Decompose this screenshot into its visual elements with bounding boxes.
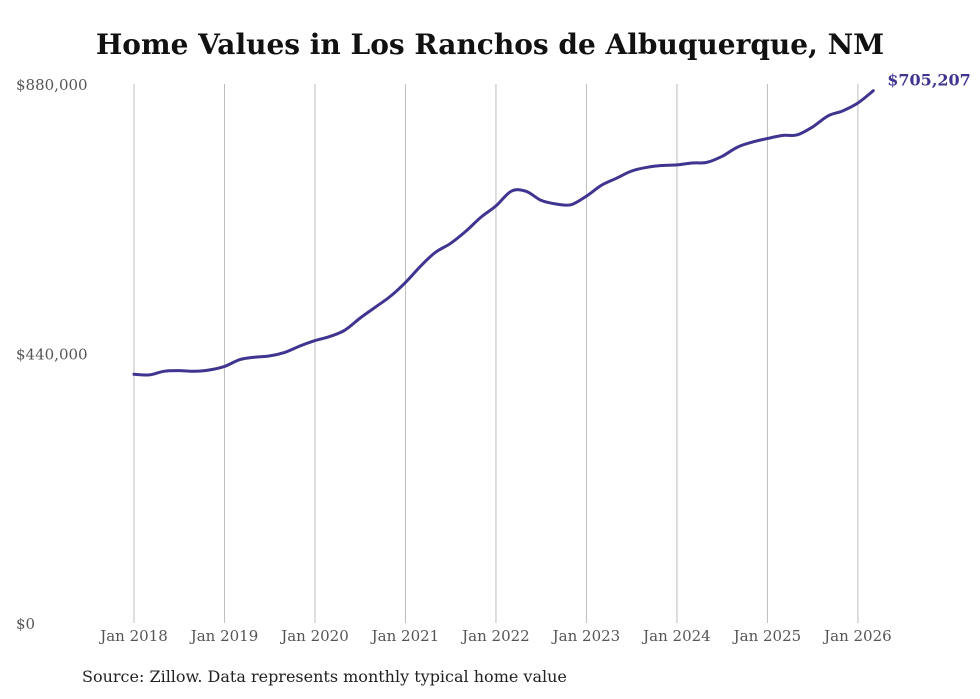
y-tick-label: $0 — [16, 615, 35, 633]
y-axis-ticks: $0 $440,000 $880,000 — [16, 76, 88, 633]
x-tick-label: Jan 2025 — [732, 627, 802, 645]
y-tick-label: $440,000 — [16, 346, 88, 364]
series-line — [132, 89, 875, 377]
end-value-label: $705,207 — [887, 71, 971, 90]
chart-title: Home Values in Los Ranchos de Albuquerqu… — [95, 28, 885, 61]
x-tick-label: Jan 2024 — [641, 627, 711, 645]
x-tick-label: Jan 2021 — [370, 627, 440, 645]
x-tick-label: Jan 2018 — [98, 627, 168, 645]
x-tick-label: Jan 2023 — [551, 627, 621, 645]
x-tick-label: Jan 2019 — [189, 627, 259, 645]
x-tick-label: Jan 2020 — [279, 627, 349, 645]
source-note: Source: Zillow. Data represents monthly … — [82, 667, 567, 686]
y-tick-label: $880,000 — [16, 76, 88, 94]
series-lines — [132, 89, 875, 377]
x-tick-label: Jan 2022 — [460, 627, 530, 645]
gridlines — [133, 84, 859, 623]
x-axis-ticks: Jan 2018 Jan 2019 Jan 2020 Jan 2021 Jan 2022… — [98, 627, 891, 645]
x-tick-label: Jan 2026 — [822, 627, 892, 645]
